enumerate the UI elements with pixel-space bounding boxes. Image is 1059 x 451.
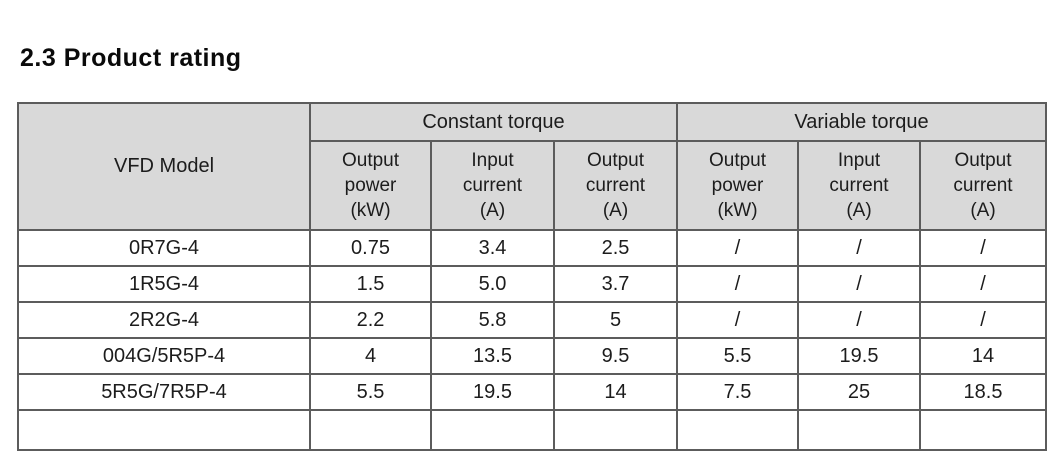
- value-cell: 2.5: [553, 229, 678, 267]
- model-cell: 004G/5R5P-4: [17, 337, 311, 375]
- table-row: 2R2G-4 2.2 5.8 5 / / /: [17, 301, 1047, 339]
- value-cell: [309, 409, 432, 451]
- page-title: 2.3 Product rating: [20, 44, 242, 72]
- value-cell: 0.75: [309, 229, 432, 267]
- value-cell: [919, 409, 1047, 451]
- value-cell: 14: [919, 337, 1047, 375]
- column-header-vt-output-current: Output current (A): [919, 140, 1047, 231]
- value-cell: [797, 409, 921, 451]
- value-cell: 19.5: [430, 373, 555, 411]
- table-row-partial-clipped: [17, 409, 1047, 451]
- value-cell: 25: [797, 373, 921, 411]
- product-rating-table: VFD Model Constant torque Variable torqu…: [17, 102, 1047, 451]
- value-cell: 3.7: [553, 265, 678, 303]
- value-cell: 7.5: [676, 373, 799, 411]
- column-header-vt-output-power: Output power (kW): [676, 140, 799, 231]
- header-line: Input: [471, 150, 514, 171]
- value-cell: 5.8: [430, 301, 555, 339]
- value-cell: [676, 409, 799, 451]
- table-row: 004G/5R5P-4 4 13.5 9.5 5.5 19.5 14: [17, 337, 1047, 375]
- value-cell: /: [676, 301, 799, 339]
- value-cell: 13.5: [430, 337, 555, 375]
- header-line: Output: [708, 150, 767, 171]
- header-line: current: [829, 175, 889, 196]
- value-cell: 9.5: [553, 337, 678, 375]
- header-line: (A): [602, 200, 629, 221]
- header-line: Output: [341, 150, 400, 171]
- header-line: (A): [846, 200, 872, 221]
- column-header-ct-output-power: Output power (kW): [309, 140, 432, 231]
- header-line: Output: [954, 150, 1012, 171]
- group-header-constant-torque: Constant torque: [309, 102, 678, 142]
- value-cell: 19.5: [797, 337, 921, 375]
- column-header-ct-input-current: Input current (A): [430, 140, 555, 231]
- value-cell: /: [919, 265, 1047, 303]
- model-cell: 1R5G-4: [17, 265, 311, 303]
- value-cell: 5: [553, 301, 678, 339]
- model-cell: [17, 409, 311, 451]
- table-row: 0R7G-4 0.75 3.4 2.5 / / /: [17, 229, 1047, 267]
- table-subheader-row: Output power (kW) Input current (A) Outp…: [18, 140, 1047, 231]
- header-line: (kW): [350, 200, 391, 221]
- value-cell: /: [919, 301, 1047, 339]
- column-header-vfd-model: VFD Model: [17, 102, 311, 231]
- value-cell: 5.5: [676, 337, 799, 375]
- table-row: 5R5G/7R5P-4 5.5 19.5 14 7.5 25 18.5: [17, 373, 1047, 411]
- header-line: (kW): [717, 200, 758, 221]
- header-line: current: [462, 175, 523, 196]
- value-cell: /: [676, 229, 799, 267]
- value-cell: [553, 409, 678, 451]
- table-row: 1R5G-4 1.5 5.0 3.7 / / /: [17, 265, 1047, 303]
- value-cell: /: [919, 229, 1047, 267]
- header-line: Input: [837, 150, 881, 171]
- value-cell: [430, 409, 555, 451]
- value-cell: 5.0: [430, 265, 555, 303]
- value-cell: 14: [553, 373, 678, 411]
- table-group-header-row: VFD Model Constant torque Variable torqu…: [17, 102, 1047, 231]
- model-cell: 2R2G-4: [17, 301, 311, 339]
- header-line: (A): [479, 200, 506, 221]
- value-cell: 2.2: [309, 301, 432, 339]
- header-line: current: [585, 175, 646, 196]
- model-cell: 0R7G-4: [17, 229, 311, 267]
- header-line: power: [344, 175, 397, 196]
- header-line: current: [953, 175, 1013, 196]
- value-cell: 3.4: [430, 229, 555, 267]
- value-cell: /: [676, 265, 799, 303]
- value-cell: /: [797, 301, 921, 339]
- value-cell: /: [797, 265, 921, 303]
- header-line: (A): [970, 200, 996, 221]
- column-header-vt-input-current: Input current (A): [797, 140, 921, 231]
- group-header-variable-torque: Variable torque: [676, 102, 1047, 142]
- value-cell: /: [797, 229, 921, 267]
- model-cell: 5R5G/7R5P-4: [17, 373, 311, 411]
- header-line: power: [711, 175, 764, 196]
- value-cell: 5.5: [309, 373, 432, 411]
- value-cell: 4: [309, 337, 432, 375]
- header-line: Output: [586, 150, 645, 171]
- value-cell: 18.5: [919, 373, 1047, 411]
- value-cell: 1.5: [309, 265, 432, 303]
- column-header-ct-output-current: Output current (A): [553, 140, 678, 231]
